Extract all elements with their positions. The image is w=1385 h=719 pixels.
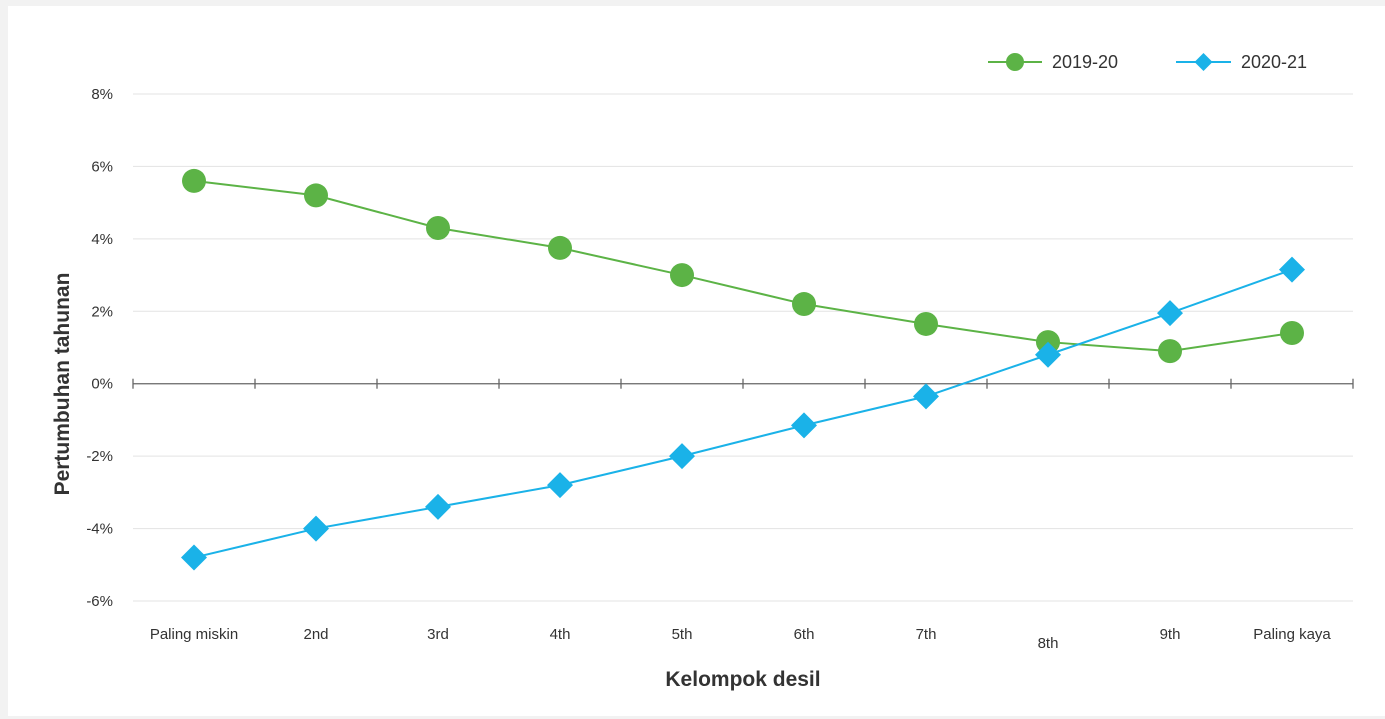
x-tick-label: Paling kaya bbox=[1253, 626, 1331, 643]
legend-marker bbox=[1194, 53, 1213, 71]
data-point-2019-20 bbox=[426, 215, 450, 240]
legend-marker bbox=[1006, 53, 1024, 71]
series-markers bbox=[181, 168, 1305, 571]
x-tick-label: 2nd bbox=[303, 626, 328, 643]
y-tick-label: 6% bbox=[91, 158, 113, 175]
y-tick-label: -6% bbox=[86, 593, 113, 610]
y-tick-label: -4% bbox=[86, 521, 113, 538]
x-tick-label: 6th bbox=[794, 626, 815, 643]
x-tick-label: 3rd bbox=[427, 626, 449, 643]
x-axis-ticks: Paling miskin 2nd 3rd 4th 5th 6th 7th 8th 9th Pal… bbox=[150, 626, 1332, 652]
legend-label: 2019-20 bbox=[1052, 52, 1118, 72]
chart-card: 8% 6% 4% 2% 0% -2% -4% -6% Paling miskin 2nd 3rd 4… bbox=[8, 6, 1385, 716]
y-axis-title: Pertumbuhan tahunan bbox=[51, 273, 74, 496]
data-point-2020-21 bbox=[913, 383, 939, 410]
data-point-2020-21 bbox=[1035, 341, 1061, 368]
data-point-2020-21 bbox=[181, 544, 207, 571]
data-point-2019-20 bbox=[914, 311, 938, 336]
x-tick-label: Paling miskin bbox=[150, 626, 238, 643]
data-point-2020-21 bbox=[1279, 256, 1305, 283]
line-chart: 8% 6% 4% 2% 0% -2% -4% -6% Paling miskin 2nd 3rd 4… bbox=[51, 52, 1354, 691]
x-tick-label: 7th bbox=[916, 626, 937, 643]
data-point-2020-21 bbox=[547, 472, 573, 499]
x-tick-label: 8th bbox=[1038, 635, 1059, 652]
series-line-2019-20 bbox=[193, 179, 1293, 353]
y-tick-label: -2% bbox=[86, 448, 113, 465]
data-point-2019-20 bbox=[182, 168, 206, 193]
legend-label: 2020-21 bbox=[1241, 52, 1307, 72]
data-point-2019-20 bbox=[548, 235, 572, 260]
y-tick-label: 4% bbox=[91, 231, 113, 248]
data-point-2019-20 bbox=[304, 183, 328, 208]
data-point-2019-20 bbox=[792, 292, 816, 317]
data-point-2020-21 bbox=[303, 515, 329, 542]
data-point-2019-20 bbox=[670, 263, 694, 288]
data-point-2020-21 bbox=[1157, 300, 1183, 327]
x-axis bbox=[132, 378, 1354, 389]
data-point-2019-20 bbox=[1280, 321, 1304, 346]
y-tick-label: 2% bbox=[91, 303, 113, 320]
x-tick-label: 4th bbox=[550, 626, 571, 643]
y-axis-ticks: 8% 6% 4% 2% 0% -2% -4% -6% bbox=[86, 86, 113, 610]
x-tick-label: 5th bbox=[672, 626, 693, 643]
series-lines bbox=[193, 179, 1293, 559]
data-point-2019-20 bbox=[1158, 339, 1182, 364]
data-point-2020-21 bbox=[669, 443, 695, 470]
y-tick-label: 8% bbox=[91, 86, 113, 103]
x-axis-title: Kelompok desil bbox=[665, 668, 820, 691]
legend: 2019-20 2020-21 bbox=[988, 52, 1307, 72]
y-tick-label: 0% bbox=[91, 376, 113, 393]
series-line-2020-21 bbox=[193, 268, 1293, 559]
gridlines bbox=[133, 93, 1353, 602]
data-point-2020-21 bbox=[425, 493, 451, 520]
data-point-2020-21 bbox=[791, 412, 817, 439]
x-tick-label: 9th bbox=[1160, 626, 1181, 643]
